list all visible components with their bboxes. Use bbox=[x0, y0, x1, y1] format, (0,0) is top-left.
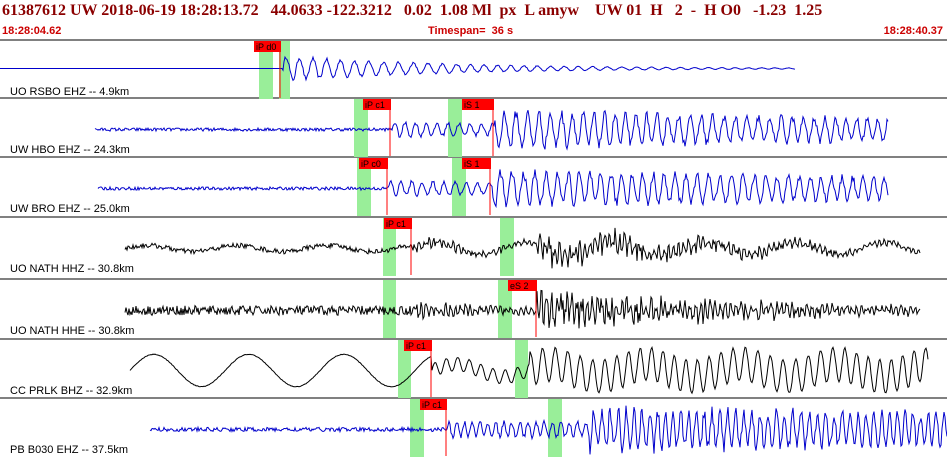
channel-row[interactable]: iP c0 iS 1 UW BRO EHZ -- 25.0km bbox=[10, 158, 889, 216]
pick-flag[interactable] bbox=[254, 41, 281, 52]
pick-window bbox=[448, 99, 462, 157]
waveform-trace bbox=[0, 55, 796, 82]
pick-flag[interactable] bbox=[508, 280, 537, 291]
pick-flag[interactable] bbox=[462, 99, 494, 110]
channel-label: UO RSBO EHZ -- 4.9km bbox=[10, 86, 129, 98]
channel-label: CC PRLK BHZ -- 32.9km bbox=[10, 385, 132, 397]
pick-flag[interactable] bbox=[420, 399, 447, 410]
channel-row[interactable]: iP d0 UO RSBO EHZ -- 4.9km bbox=[0, 41, 796, 99]
waveform-trace bbox=[129, 345, 929, 395]
waveform-trace bbox=[124, 227, 921, 269]
pick-label: iP d0 bbox=[256, 42, 276, 52]
channel-label: UO NATH HHE -- 30.8km bbox=[10, 325, 134, 337]
pick-flag[interactable] bbox=[359, 158, 388, 169]
waveform-trace bbox=[97, 169, 889, 209]
pick-window bbox=[279, 41, 290, 99]
pick-flag[interactable] bbox=[363, 99, 391, 110]
pick-window bbox=[259, 41, 273, 99]
pick-label: iP c0 bbox=[361, 159, 381, 169]
channel-label: UW HBO EHZ -- 24.3km bbox=[10, 144, 130, 156]
pick-label: eS 2 bbox=[510, 281, 529, 291]
channel-label: PB B030 EHZ -- 37.5km bbox=[10, 444, 128, 456]
timespan-label: Timespan= 36 s bbox=[428, 25, 514, 37]
pick-window bbox=[452, 158, 466, 216]
event-summary: 61387612 UW 2018-06-19 18:28:13.72 44.06… bbox=[2, 2, 823, 19]
pick-window bbox=[410, 399, 424, 457]
channel-row[interactable]: iP c1 PB B030 EHZ -- 37.5km bbox=[10, 399, 947, 457]
pick-window bbox=[498, 280, 512, 338]
channel-row[interactable]: iP c1 UO NATH HHZ -- 30.8km bbox=[10, 218, 921, 276]
end-time: 18:28:40.37 bbox=[883, 25, 943, 37]
start-time: 18:28:04.62 bbox=[2, 25, 62, 37]
event-header: 61387612 UW 2018-06-19 18:28:13.72 44.06… bbox=[0, 0, 947, 40]
pick-label: iS 1 bbox=[464, 159, 480, 169]
channel-label: UO NATH HHZ -- 30.8km bbox=[10, 263, 134, 275]
pick-label: iP c1 bbox=[386, 219, 406, 229]
waveform-trace bbox=[94, 109, 889, 151]
pick-label: iP c1 bbox=[365, 100, 385, 110]
channel-row[interactable]: iP c1 iS 1 UW HBO EHZ -- 24.3km bbox=[10, 99, 889, 157]
pick-window bbox=[383, 218, 396, 276]
pick-window bbox=[548, 399, 562, 457]
channel-row[interactable]: eS 2 UO NATH HHE -- 30.8km bbox=[10, 280, 921, 338]
pick-window bbox=[515, 340, 528, 398]
pick-flag[interactable] bbox=[404, 340, 432, 351]
channel-row[interactable]: iP c1 CC PRLK BHZ -- 32.9km bbox=[10, 340, 929, 398]
channel-label: UW BRO EHZ -- 25.0km bbox=[10, 203, 130, 215]
waveform-trace bbox=[149, 405, 947, 455]
pick-window bbox=[354, 99, 368, 157]
pick-flag[interactable] bbox=[384, 218, 412, 229]
pick-window bbox=[357, 158, 371, 216]
pick-flag[interactable] bbox=[462, 158, 491, 169]
pick-label: iP c1 bbox=[422, 400, 442, 410]
pick-label: iS 1 bbox=[464, 100, 480, 110]
pick-label: iP c1 bbox=[406, 341, 426, 351]
waveform-trace bbox=[124, 289, 921, 329]
